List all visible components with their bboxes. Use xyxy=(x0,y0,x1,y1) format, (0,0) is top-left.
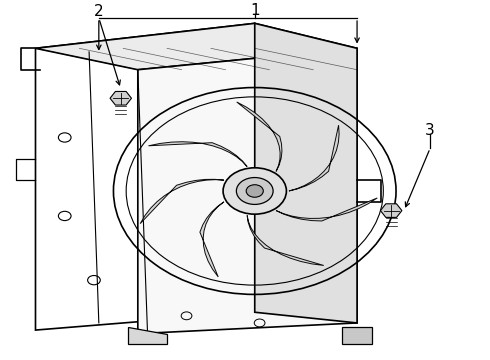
Text: 3: 3 xyxy=(425,123,435,138)
Polygon shape xyxy=(200,202,224,277)
Polygon shape xyxy=(247,215,324,265)
Circle shape xyxy=(236,177,273,204)
Polygon shape xyxy=(140,179,224,224)
Polygon shape xyxy=(110,91,131,105)
Polygon shape xyxy=(148,142,247,167)
Polygon shape xyxy=(255,23,357,323)
Text: 1: 1 xyxy=(250,3,260,18)
Polygon shape xyxy=(380,204,402,217)
Polygon shape xyxy=(35,23,357,70)
Polygon shape xyxy=(289,125,339,191)
Polygon shape xyxy=(343,327,372,345)
Text: 2: 2 xyxy=(94,4,104,19)
Polygon shape xyxy=(138,48,357,334)
Polygon shape xyxy=(237,102,282,171)
Polygon shape xyxy=(128,327,167,345)
Polygon shape xyxy=(276,198,377,221)
Circle shape xyxy=(223,168,287,214)
Circle shape xyxy=(246,185,263,197)
